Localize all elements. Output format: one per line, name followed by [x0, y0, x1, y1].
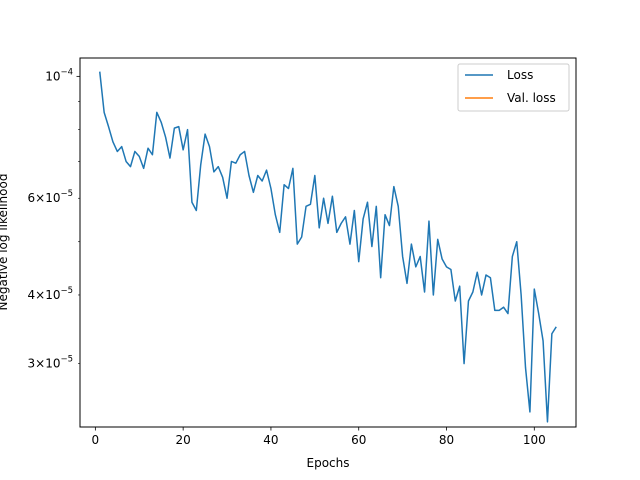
x-axis-ticks: 0 20 40 60 80 100: [92, 427, 546, 447]
y-minor-tick-label: 6×10−5: [28, 189, 74, 205]
y-minor-tick-label: 3×10−5: [28, 355, 74, 371]
x-tick-label: 0: [92, 433, 100, 447]
series-layer: [99, 71, 557, 423]
x-axis-label: Epochs: [307, 456, 350, 470]
x-tick-label: 60: [351, 433, 366, 447]
x-tick-label: 20: [176, 433, 191, 447]
plot-frame: [79, 57, 577, 428]
legend: Loss Val. loss: [457, 63, 570, 112]
legend-label-val-loss: Val. loss: [507, 91, 556, 105]
y-major-tick-label: 10−4: [45, 67, 73, 83]
y-minor-tick-label: 4×10−5: [28, 286, 74, 302]
y-axis-label: Negative log likelihood: [0, 174, 10, 311]
x-tick-label: 80: [439, 433, 454, 447]
x-tick-label: 40: [263, 433, 278, 447]
legend-label-loss: Loss: [507, 68, 533, 82]
y-axis-ticks: 10−4 3×10−5 4×10−5 6×10−5: [28, 67, 80, 371]
x-tick-label: 100: [523, 433, 546, 447]
series-line-loss: [99, 71, 557, 423]
